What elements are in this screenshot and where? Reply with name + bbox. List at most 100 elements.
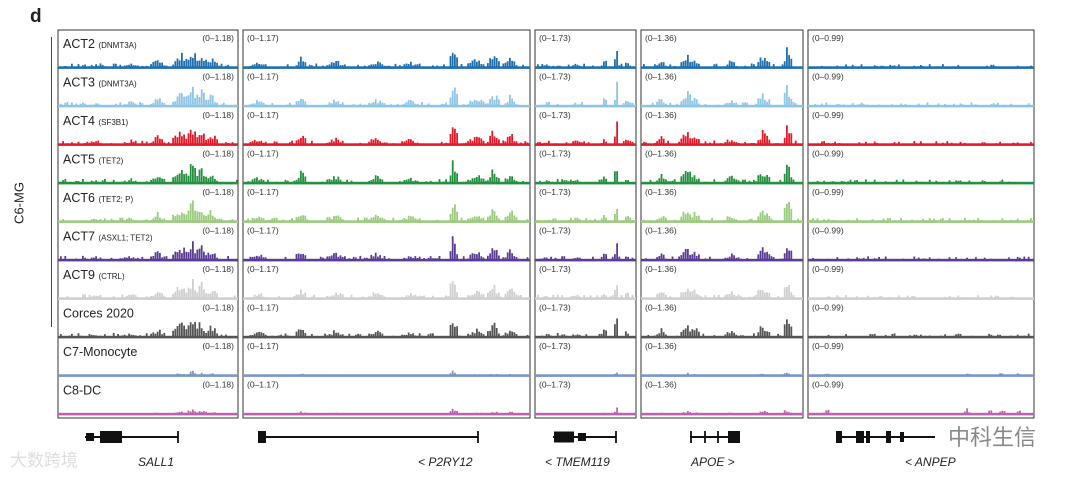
panel-letter: d (30, 6, 42, 27)
track-label-2: ACT3 (DNMT3A) (63, 76, 137, 90)
range-label-tmem119-track-9: (0–1.73) (539, 341, 571, 351)
baseline-tmem119-track-9 (535, 374, 636, 377)
baseline-tmem119-track-1 (535, 66, 636, 69)
watermark-right: 中科生信 (948, 420, 1036, 452)
range-label-tmem119-track-6: (0–1.73) (539, 226, 571, 236)
locus-panel-sall1 (57, 29, 239, 419)
baseline-p2ry12-track-8 (243, 335, 530, 339)
baseline-sall1-track-1 (58, 66, 238, 69)
range-label-sall1-track-10: (0–1.18) (202, 380, 234, 390)
locus-panel-tmem119 (534, 29, 637, 419)
coverage-bars-apoe-track-3 (643, 125, 797, 146)
coverage-bars-tmem119-track-4 (539, 171, 629, 184)
coverage-bars-p2ry12-track-4 (247, 160, 524, 184)
coverage-bars-anpep-track-7 (810, 295, 1019, 300)
range-label-p2ry12-track-1: (0–1.17) (247, 33, 279, 43)
range-label-sall1-track-4: (0–1.18) (202, 149, 234, 159)
range-label-sall1-track-3: (0–1.18) (202, 110, 234, 120)
range-label-tmem119-track-8: (0–1.73) (539, 303, 571, 313)
coverage-bars-apoe-track-2 (651, 85, 797, 107)
coverage-bars-sall1-track-8 (60, 322, 236, 338)
baseline-anpep-track-1 (808, 66, 1034, 69)
baseline-tmem119-track-2 (535, 104, 636, 108)
range-label-p2ry12-track-4: (0–1.17) (247, 149, 279, 159)
gene-model-anpep-exon-5 (900, 432, 904, 442)
track-sublabel-1: (DNMT3A) (98, 41, 137, 50)
track-label-7: ACT9 (CTRL) (63, 268, 125, 282)
baseline-anpep-track-3 (808, 143, 1034, 146)
baseline-sall1-track-10 (58, 412, 238, 416)
range-label-anpep-track-10: (0–0.99) (812, 380, 844, 390)
track-label-3: ACT4 (SF3B1) (63, 114, 129, 128)
locus-panel-anpep (807, 29, 1035, 419)
baseline-sall1-track-8 (58, 335, 238, 339)
range-label-anpep-track-3: (0–0.99) (812, 110, 844, 120)
range-label-p2ry12-track-10: (0–1.17) (247, 380, 279, 390)
track-label-8: Corces 2020 (63, 307, 134, 321)
range-label-tmem119-track-2: (0–1.73) (539, 72, 571, 82)
coverage-bars-tmem119-track-8 (541, 318, 629, 338)
range-label-tmem119-track-7: (0–1.73) (539, 264, 571, 274)
baseline-apoe-track-9 (641, 374, 803, 377)
watermark-left: 大数跨境 (10, 446, 78, 471)
range-label-tmem119-track-1: (0–1.73) (539, 33, 571, 43)
track-sublabel-4: (TET2) (98, 157, 123, 166)
range-label-sall1-track-9: (0–1.18) (202, 341, 234, 351)
coverage-bars-sall1-track-3 (62, 129, 234, 146)
gene-model-sall1-exon-1 (86, 433, 94, 441)
baseline-p2ry12-track-5 (243, 220, 530, 223)
baseline-apoe-track-10 (641, 412, 803, 416)
baseline-anpep-track-5 (808, 220, 1034, 223)
coverage-bars-p2ry12-track-7 (249, 281, 522, 300)
baseline-tmem119-track-5 (535, 220, 636, 223)
range-label-tmem119-track-10: (0–1.73) (539, 380, 571, 390)
track-sublabel-2: (DNMT3A) (98, 80, 137, 89)
baseline-anpep-track-4 (808, 181, 1034, 185)
coverage-bars-p2ry12-track-1 (249, 52, 527, 69)
range-label-apoe-track-10: (0–1.36) (645, 380, 677, 390)
range-label-anpep-track-7: (0–0.99) (812, 264, 844, 274)
range-label-apoe-track-6: (0–1.36) (645, 226, 677, 236)
coverage-bars-sall1-track-1 (64, 52, 230, 69)
range-label-p2ry12-track-6: (0–1.17) (247, 226, 279, 236)
range-label-p2ry12-track-7: (0–1.17) (247, 264, 279, 274)
baseline-sall1-track-7 (58, 297, 238, 300)
track-label-10: C8-DC (63, 384, 101, 398)
coverage-bars-apoe-track-4 (649, 164, 795, 184)
baseline-sall1-track-3 (58, 143, 238, 146)
coverage-bars-apoe-track-8 (647, 319, 793, 338)
baseline-apoe-track-8 (641, 335, 803, 339)
baseline-apoe-track-7 (641, 297, 803, 300)
baseline-p2ry12-track-7 (243, 297, 530, 300)
range-label-apoe-track-2: (0–1.36) (645, 72, 677, 82)
range-label-sall1-track-7: (0–1.18) (202, 264, 234, 274)
baseline-tmem119-track-10 (535, 412, 636, 416)
gene-model-sall1-exon-2 (100, 431, 122, 443)
range-label-apoe-track-9: (0–1.36) (645, 341, 677, 351)
range-label-anpep-track-2: (0–0.99) (812, 72, 844, 82)
range-label-sall1-track-2: (0–1.18) (202, 72, 234, 82)
baseline-apoe-track-4 (641, 181, 803, 185)
track-label-9: C7-Monocyte (63, 345, 137, 359)
gene-model-anpep-exon-2 (856, 431, 864, 443)
gene-model-p2ry12-exon (258, 431, 266, 443)
coverage-bars-p2ry12-track-6 (249, 236, 529, 261)
group-bracket (51, 37, 52, 327)
baseline-apoe-track-6 (641, 258, 803, 262)
baseline-tmem119-track-3 (535, 143, 636, 146)
gene-model-tmem119-exon-2 (578, 433, 586, 441)
range-label-anpep-track-4: (0–0.99) (812, 149, 844, 159)
track-sublabel-7: (CTRL) (98, 272, 125, 281)
coverage-bars-p2ry12-track-2 (249, 87, 518, 107)
range-label-sall1-track-1: (0–1.18) (202, 33, 234, 43)
baseline-anpep-track-9 (808, 374, 1034, 377)
baseline-sall1-track-9 (58, 374, 238, 377)
track-sublabel-5: (TET2; P) (98, 195, 133, 204)
track-label-5: ACT6 (TET2; P) (63, 191, 133, 205)
baseline-apoe-track-2 (641, 104, 803, 108)
range-label-apoe-track-7: (0–1.36) (645, 264, 677, 274)
baseline-p2ry12-track-1 (243, 66, 530, 69)
watermark-right-text: 中科生信 (948, 426, 1037, 451)
gene-label-tmem119: < TMEM119 (545, 455, 610, 469)
